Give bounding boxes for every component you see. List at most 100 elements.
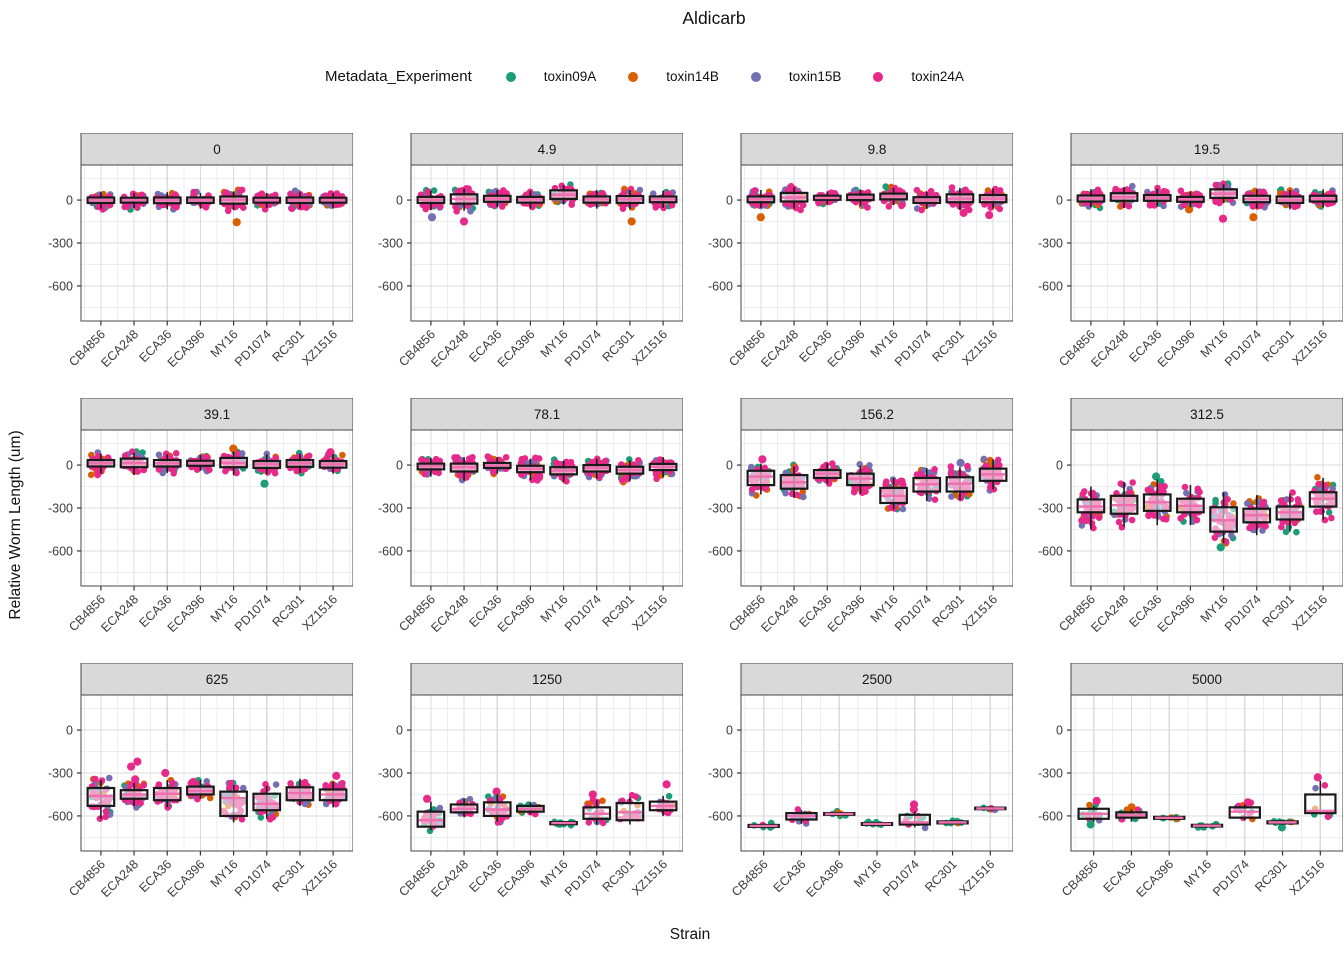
jitter-point (198, 197, 205, 204)
jitter-point (823, 196, 830, 203)
jitter-points-ECA248 (451, 185, 478, 226)
jitter-point (763, 478, 770, 486)
outlier-point (1277, 823, 1286, 832)
jitter-point (230, 462, 238, 469)
jitter-point (272, 781, 280, 788)
outlier-point (229, 444, 238, 453)
jitter-point (821, 193, 828, 201)
jitter-point (434, 465, 441, 472)
boxplot-ECA396 (846, 465, 875, 494)
jitter-point (127, 460, 135, 468)
jitter-point (622, 462, 630, 470)
jitter-point (103, 459, 110, 467)
jitter-point (1247, 189, 1255, 197)
jitter-point (173, 457, 180, 464)
jitter-point (156, 794, 163, 802)
jitter-point (586, 190, 593, 198)
jitter-point (554, 468, 562, 475)
jitter-point (240, 197, 247, 204)
jitter-point (966, 190, 974, 197)
jitter-point (264, 794, 272, 802)
jitter-point (331, 453, 338, 461)
jitter-point (1147, 196, 1155, 203)
jitter-point (789, 474, 797, 481)
box (945, 193, 975, 204)
jitter-point (238, 799, 246, 807)
jitter-point (1286, 514, 1293, 521)
jitter-point (631, 190, 639, 197)
jitter-point (983, 195, 991, 203)
jitter-point (914, 819, 922, 827)
boxplot-CB4856 (1076, 189, 1106, 208)
jitter-point (925, 495, 933, 502)
jitter-point (518, 809, 526, 816)
box (549, 189, 578, 201)
jitter-point (556, 466, 563, 473)
jitter-point (222, 790, 229, 798)
jitter-point (1310, 196, 1318, 204)
jitter-point (322, 192, 330, 200)
jitter-point (816, 192, 823, 199)
jitter-point (157, 457, 165, 465)
jitter-point (466, 795, 474, 803)
jitter-point (533, 472, 540, 480)
boxplot-ECA248 (779, 187, 809, 209)
jitter-point (557, 468, 564, 475)
jitter-point (97, 461, 104, 468)
jitter-point (1145, 193, 1153, 201)
jitter-point (1276, 187, 1284, 194)
jitter-point (829, 460, 836, 467)
jitter-point (224, 456, 232, 464)
jitter-point (155, 783, 162, 790)
jitter-point (163, 792, 170, 800)
jitter-point (326, 465, 334, 473)
jitter-point (600, 460, 607, 467)
jitter-point (487, 461, 495, 468)
jitter-point (569, 193, 577, 200)
jitter-point (1123, 186, 1131, 193)
jitter-point (303, 463, 310, 470)
jitter-point (1177, 504, 1184, 511)
jitter-point (104, 457, 112, 464)
jitter-point (748, 464, 755, 472)
jitter-point (618, 469, 625, 477)
jitter-point (1243, 511, 1251, 519)
jitter-point (497, 818, 504, 826)
jitter-point (556, 821, 564, 828)
jitter-point (1220, 519, 1227, 527)
jitter-point (190, 199, 197, 207)
jitter-point (130, 799, 137, 806)
jitter-point (602, 198, 610, 206)
jitter-point (654, 459, 661, 466)
jitter-point (1215, 188, 1223, 196)
jitter-point (914, 474, 922, 481)
jitter-point (225, 802, 232, 810)
jitter-point (454, 471, 462, 478)
boxplot-CB4856 (416, 190, 446, 211)
jitter-point (962, 195, 969, 202)
jitter-point (795, 472, 803, 479)
jitter-points-PD1074 (1243, 495, 1270, 534)
jitter-point (1161, 483, 1168, 490)
jitter-point (1083, 500, 1090, 507)
jitter-point (786, 482, 794, 490)
jitter-point (304, 797, 312, 804)
jitter-point (325, 452, 332, 459)
jitter-point (819, 200, 827, 208)
jitter-point (325, 461, 333, 468)
jitter-point (750, 192, 757, 200)
x-tick-label: ECA248 (428, 327, 471, 370)
jitter-point (195, 460, 203, 468)
jitter-point (339, 793, 347, 800)
jitter-point (155, 451, 163, 459)
jitter-point (517, 802, 524, 810)
jitter-point (1085, 191, 1093, 198)
jitter-point (1112, 185, 1119, 193)
jitter-point (203, 459, 210, 466)
jitter-point (99, 800, 107, 808)
jitter-point (663, 800, 670, 808)
jitter-point (870, 820, 877, 828)
jitter-point (586, 193, 593, 200)
jitter-point (126, 787, 134, 795)
jitter-point (930, 198, 937, 205)
